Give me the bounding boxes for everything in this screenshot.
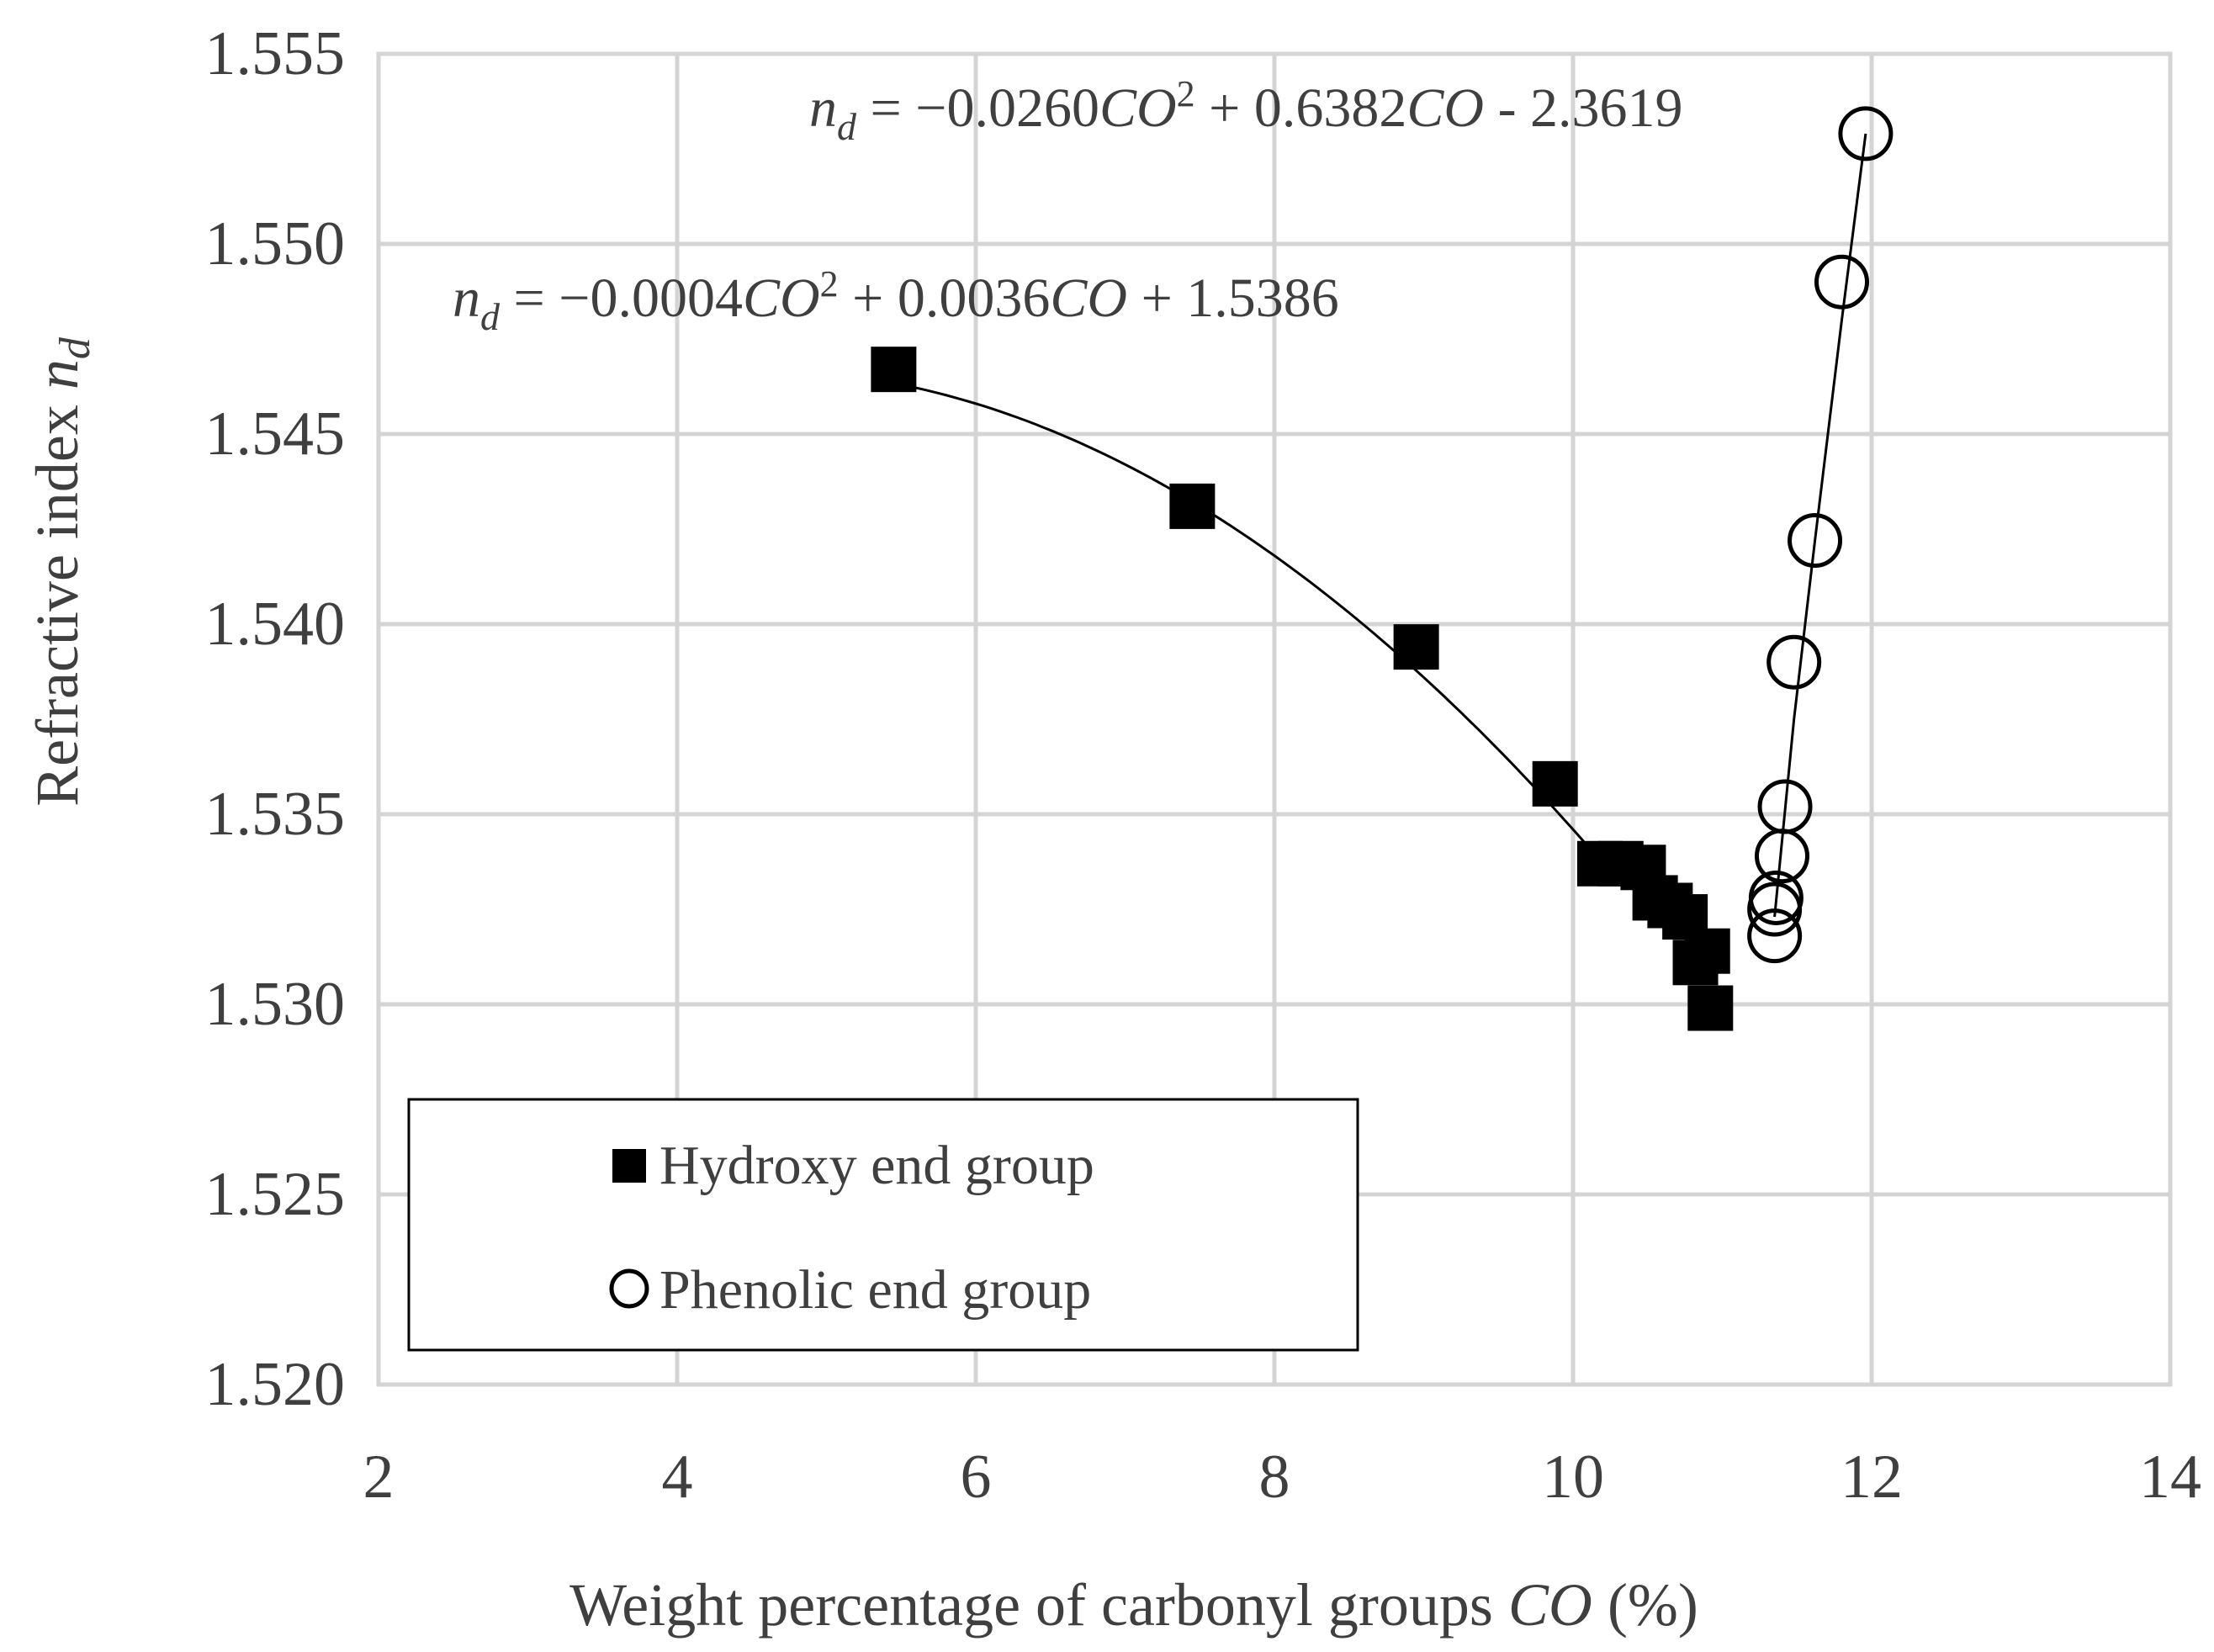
- x-tick-label: 14: [2139, 1443, 2201, 1512]
- legend-box: [407, 1098, 1359, 1352]
- phenolic-point: [1766, 634, 1822, 690]
- hydroxy-fit-equation: nd = −0.0004CO2 + 0.0036CO + 1.5386: [453, 263, 1339, 338]
- phenolic-point: [1814, 254, 1869, 310]
- eq1-coef-b: + 0.0036: [839, 267, 1051, 329]
- y-tick-label: 1.550: [205, 209, 346, 278]
- hydroxy-point: [1532, 760, 1578, 807]
- hydroxy-point: [1393, 624, 1439, 670]
- legend-label-hydroxy: Hydroxy end group: [659, 1135, 1094, 1196]
- hydroxy-point: [1687, 985, 1734, 1031]
- y-tick-label: 1.545: [205, 400, 346, 469]
- eq1-coef-a: = −0.0004: [500, 267, 743, 329]
- eq2-coef-b: + 0.6382: [1195, 77, 1407, 139]
- x-tick-label: 12: [1841, 1443, 1903, 1512]
- eq1-lhs-var: n: [453, 267, 480, 329]
- y-tick-label: 1.540: [205, 590, 346, 659]
- y-axis-label-var: n: [24, 359, 91, 389]
- legend-marker-phenolic: [609, 1268, 649, 1309]
- y-tick-label: 1.530: [205, 970, 346, 1039]
- eq2-lhs-var: n: [809, 77, 837, 139]
- x-tick-label: 2: [363, 1443, 395, 1512]
- eq2-coef-c: - 2.3619: [1484, 77, 1682, 139]
- phenolic-point: [1788, 513, 1843, 569]
- eq2-sup: 2: [1177, 73, 1195, 114]
- x-tick-label: 10: [1542, 1443, 1604, 1512]
- data-markers: [871, 106, 1894, 1031]
- legend-marker-hydroxy: [612, 1149, 646, 1183]
- eq2-lhs-sub: d: [837, 105, 857, 148]
- eq1-var2: CO: [1050, 267, 1127, 329]
- eq2-var1: CO: [1099, 77, 1177, 139]
- y-axis-label-sub: d: [51, 336, 99, 359]
- phenolic-point: [1748, 870, 1804, 925]
- eq1-lhs-sub: d: [480, 295, 501, 338]
- phenolic-fit-equation: nd = −0.0260CO2 + 0.6382CO - 2.3619: [809, 73, 1683, 148]
- legend: Hydroxy end group Phenolic end group: [407, 1098, 1359, 1352]
- phenolic-point: [1838, 106, 1894, 161]
- x-axis-label: Weight percentage of carbonyl groups CO …: [569, 1571, 1698, 1639]
- eq2-coef-a: = −0.0260: [856, 77, 1099, 139]
- eq1-var1: CO: [743, 267, 820, 329]
- x-axis-tick-labels: 2 4 6 8 10 12 14: [363, 1443, 2202, 1512]
- y-tick-label: 1.535: [205, 780, 346, 849]
- y-axis-label-main: Refractive index: [24, 389, 91, 807]
- x-tick-label: 6: [961, 1443, 992, 1512]
- x-axis-label-unit: (%): [1592, 1571, 1698, 1639]
- phenolic-point: [1757, 779, 1813, 834]
- y-tick-label: 1.555: [205, 19, 346, 88]
- x-tick-label: 4: [662, 1443, 693, 1512]
- x-tick-label: 8: [1259, 1443, 1290, 1512]
- eq1-sup: 2: [820, 263, 839, 304]
- hydroxy-point: [1684, 928, 1730, 974]
- plot-area-frame: [376, 51, 2173, 1387]
- y-axis-label: Refractive index nd: [24, 336, 99, 807]
- y-tick-label: 1.525: [205, 1160, 346, 1229]
- y-tick-label: 1.520: [205, 1350, 346, 1419]
- x-axis-label-var: CO: [1508, 1571, 1592, 1639]
- eq1-coef-c: + 1.5386: [1127, 267, 1339, 329]
- hydroxy-point: [1169, 483, 1216, 529]
- phenolic-point: [1747, 908, 1803, 964]
- hydroxy-trendline: [893, 382, 1604, 865]
- hydroxy-point: [871, 347, 917, 393]
- legend-label-phenolic: Phenolic end group: [659, 1259, 1091, 1321]
- eq2-var2: CO: [1406, 77, 1484, 139]
- y-axis-tick-labels: 1.520 1.525 1.530 1.535 1.540 1.545 1.550 1.555: [205, 19, 346, 1419]
- x-axis-label-main: Weight percentage of carbonyl groups: [569, 1571, 1508, 1639]
